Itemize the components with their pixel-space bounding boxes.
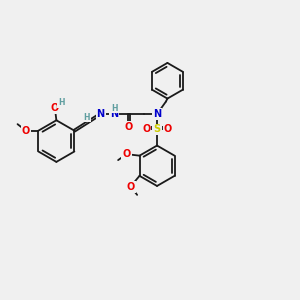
Text: O: O	[22, 126, 30, 136]
Text: N: N	[153, 109, 161, 119]
Text: H: H	[58, 98, 65, 107]
Text: N: N	[110, 109, 118, 119]
Text: H: H	[83, 112, 90, 122]
Text: H: H	[112, 103, 118, 112]
Text: N: N	[97, 109, 105, 119]
Text: O: O	[164, 124, 172, 134]
Text: O: O	[122, 149, 130, 159]
Text: O: O	[125, 122, 133, 131]
Text: S: S	[154, 124, 160, 134]
Text: O: O	[51, 103, 59, 113]
Text: O: O	[127, 182, 135, 192]
Text: O: O	[142, 124, 150, 134]
